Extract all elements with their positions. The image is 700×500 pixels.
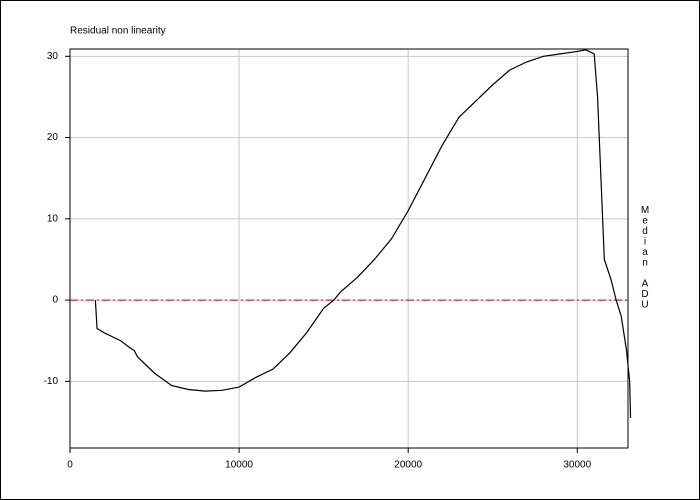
y-axis-label-char [644, 268, 647, 279]
chart-title: Residual non linearity [70, 26, 166, 37]
y-tick-label: 10 [47, 213, 59, 224]
x-tick-label: 10000 [225, 460, 253, 471]
y-tick-label: 20 [47, 132, 59, 143]
y-axis-label-char: D [641, 289, 648, 300]
y-axis-label-char: e [642, 215, 648, 226]
y-axis-label-char: M [641, 205, 649, 216]
y-axis-label-char: A [642, 278, 649, 289]
x-tick-label: 0 [67, 460, 73, 471]
data-line [94, 49, 632, 418]
y-axis-label-char: U [641, 299, 648, 310]
y-axis-label-char: a [642, 247, 648, 258]
x-tick-label: 30000 [563, 460, 591, 471]
y-axis-label-char: i [644, 236, 646, 247]
y-tick-label: 30 [47, 51, 59, 62]
y-axis-label-char: d [642, 226, 648, 237]
y-tick-label: 0 [52, 295, 58, 306]
x-tick-label: 20000 [394, 460, 422, 471]
plot-area [69, 48, 629, 449]
y-axis-label-char: n [642, 257, 648, 268]
y-tick-label: -10 [44, 376, 59, 387]
